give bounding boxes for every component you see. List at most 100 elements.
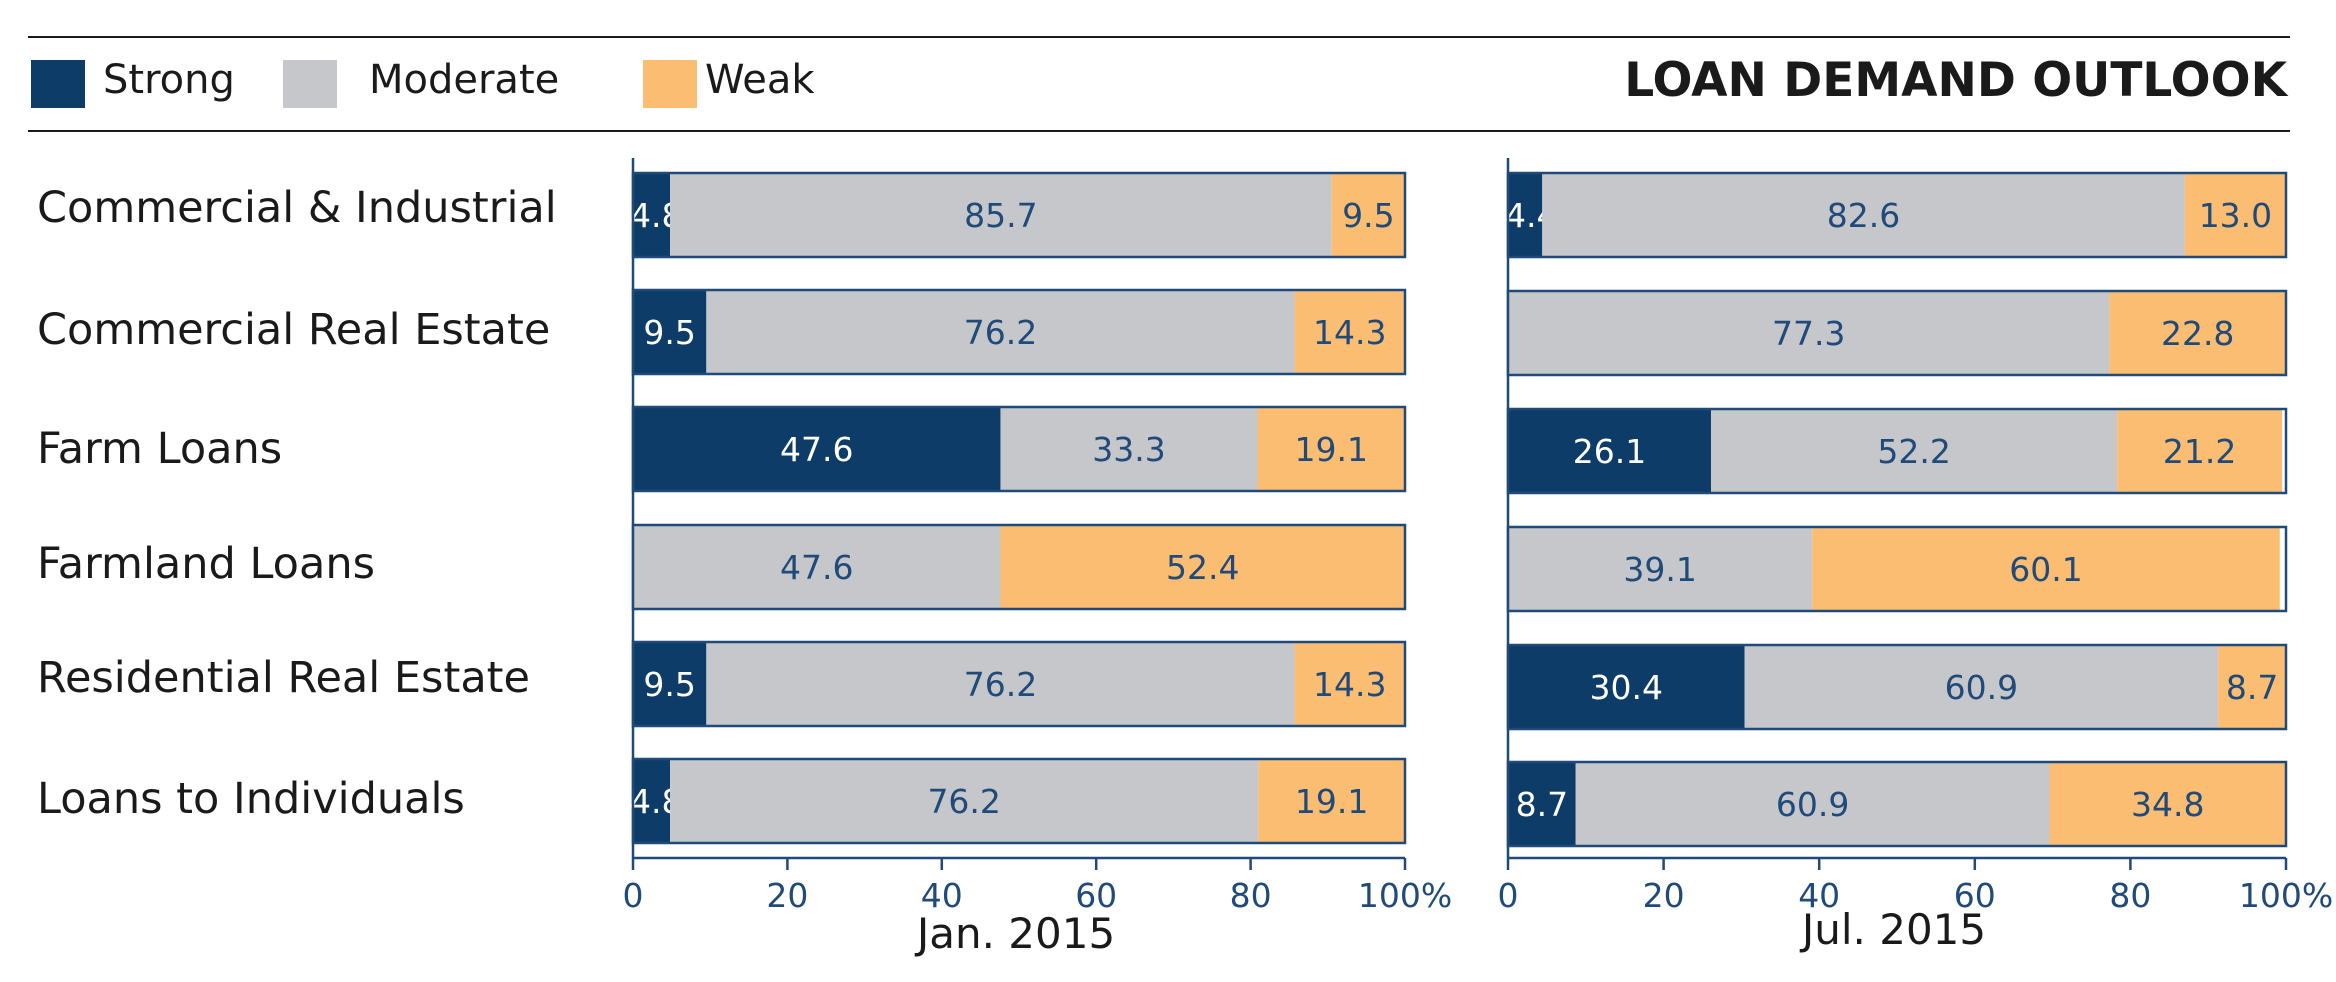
bar-value-label: 9.5: [1342, 196, 1394, 235]
bar-value-label: 76.2: [964, 313, 1037, 352]
x-tick-label: 60: [1954, 876, 1996, 915]
bar-value-label: 76.2: [964, 665, 1037, 704]
legend-label-moderate: Moderate: [369, 57, 559, 103]
panel-jul-2015: 0 20 40 60 80 100%4.4 82.6 13.077.3 22.826.1 52.2…: [1498, 158, 2333, 915]
category-label: Farm Loans: [37, 424, 282, 474]
x-tick-label: 0: [1498, 876, 1519, 915]
bar-segment-weak: [1258, 759, 1405, 843]
bar-outline: [1506, 407, 2288, 495]
bar-segment-moderate: [670, 173, 1332, 257]
legend-swatch-strong: [31, 60, 85, 108]
x-tick-label: 100%: [1358, 876, 1452, 915]
bar-segment-strong: [1508, 409, 1712, 493]
bar-segment-moderate: [1542, 173, 2185, 257]
bar-value-label: 60.9: [1945, 668, 2018, 707]
legend-label-weak: Weak: [705, 57, 815, 103]
bar-segment-moderate: [1508, 291, 2110, 375]
bar-value-label: 14.3: [1313, 665, 1386, 704]
bar-segment-weak: [2049, 762, 2286, 846]
bar-segment-moderate: [1575, 762, 2050, 846]
panel-jan-2015: 0 20 40 60 80 100%4.8 85.7 9.59.5 76.2 14.347.6 33…: [623, 158, 1452, 915]
x-tick-label: 60: [1075, 876, 1117, 915]
bar-outline: [631, 757, 1407, 845]
bar-value-label: 19.1: [1295, 782, 1368, 821]
bar-value-label: 14.3: [1313, 313, 1386, 352]
bar-segment-weak: [2184, 173, 2286, 257]
legend-swatch-weak: [643, 60, 697, 108]
bar-segment-weak: [2218, 645, 2286, 729]
bar-value-label: 76.2: [927, 782, 1000, 821]
bar-outline: [631, 523, 1407, 611]
bar-segment-weak: [1257, 407, 1405, 491]
panel-title-jan: Jan. 2015: [914, 909, 1115, 958]
category-labels: Commercial & Industrial Commercial Real …: [37, 183, 557, 824]
bar-segment-moderate: [1711, 409, 2118, 493]
bar-segment-strong: [1508, 645, 1745, 729]
bar-segment-strong: [1508, 762, 1576, 846]
bar-outline: [631, 405, 1407, 493]
bar-value-label: 60.1: [2009, 550, 2082, 589]
bar-outline: [1506, 289, 2288, 377]
category-label: Residential Real Estate: [37, 653, 530, 703]
x-tick-label: 40: [921, 876, 963, 915]
bar-segment-moderate: [1000, 407, 1258, 491]
bar-value-label: 13.0: [2199, 196, 2272, 235]
bar-value-label: 22.8: [2161, 314, 2234, 353]
bar-outline: [1506, 525, 2288, 613]
category-label: Loans to Individuals: [37, 774, 465, 824]
bar-value-label: 34.8: [2131, 785, 2204, 824]
x-tick-label: 100%: [2239, 876, 2333, 915]
bar-segment-weak: [1000, 525, 1405, 609]
bar-segment-weak: [1812, 527, 2280, 611]
x-tick-label: 80: [1230, 876, 1272, 915]
bar-outline: [631, 640, 1407, 728]
bar-segment-moderate: [633, 525, 1001, 609]
bar-value-label: 82.6: [1827, 196, 1900, 235]
bar-value-label: 60.9: [1776, 785, 1849, 824]
bar-segment-strong: [633, 407, 1001, 491]
bar-value-label: 85.7: [964, 196, 1037, 235]
bar-value-label: 33.3: [1092, 430, 1165, 469]
bar-segment-strong: [633, 173, 671, 257]
category-label: Commercial Real Estate: [37, 305, 550, 355]
bar-outline: [631, 288, 1407, 376]
bar-segment-moderate: [706, 290, 1295, 374]
bar-value-label: 52.4: [1166, 548, 1239, 587]
bar-segment-moderate: [1508, 527, 1813, 611]
bar-segment-moderate: [706, 642, 1295, 726]
bar-outline: [1506, 171, 2288, 259]
bar-segment-weak: [2117, 409, 2283, 493]
legend-label-strong: Strong: [103, 57, 235, 103]
bar-value-label: 30.4: [1590, 668, 1663, 707]
chart-title: LOAN DEMAND OUTLOOK: [1624, 53, 2288, 108]
bar-value-label: 52.2: [1877, 432, 1950, 471]
bar-value-label: 9.5: [643, 665, 695, 704]
bar-segment-strong: [633, 290, 707, 374]
bar-segment-strong: [1508, 173, 1543, 257]
bar-segment-weak: [1331, 173, 1405, 257]
bar-value-label: 19.1: [1295, 430, 1368, 469]
legend-swatch-moderate: [283, 60, 337, 108]
bar-segment-weak: [2109, 291, 2286, 375]
x-tick-label: 20: [1643, 876, 1685, 915]
bar-value-label: 39.1: [1623, 550, 1696, 589]
x-tick-label: 0: [623, 876, 644, 915]
bar-segment-moderate: [670, 759, 1259, 843]
bar-segment-moderate: [1744, 645, 2219, 729]
bar-segment-strong: [633, 642, 707, 726]
category-label: Farmland Loans: [37, 539, 375, 589]
panel-title-jul: Jul. 2015: [1799, 905, 1986, 954]
x-tick-label: 40: [1798, 876, 1840, 915]
bar-outline: [1506, 643, 2288, 731]
bar-segment-strong: [633, 759, 671, 843]
bar-value-label: 21.2: [2163, 432, 2236, 471]
bar-value-label: 47.6: [780, 430, 853, 469]
category-label: Commercial & Industrial: [37, 183, 557, 233]
bar-segment-weak: [1294, 290, 1405, 374]
x-tick-label: 80: [2109, 876, 2151, 915]
legend: Strong Moderate Weak: [31, 57, 815, 108]
bar-value-label: 47.6: [780, 548, 853, 587]
bar-value-label: 9.5: [643, 313, 695, 352]
bar-outline: [1506, 760, 2288, 848]
